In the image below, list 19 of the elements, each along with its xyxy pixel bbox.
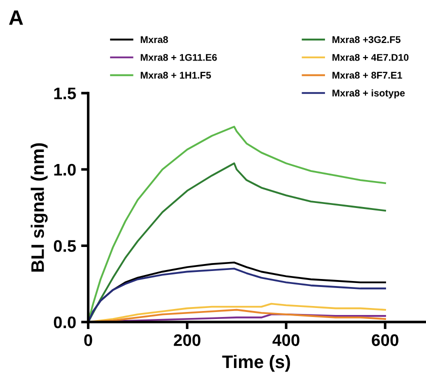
legend-label: Mxra8 + 4E7.D10 bbox=[332, 54, 408, 61]
x-axis-title: Time (s) bbox=[222, 354, 290, 372]
legend-label: Mxra8 + 1G11.E6 bbox=[140, 54, 217, 61]
legend-label: Mxra8 bbox=[140, 36, 168, 44]
legend-label: Mxra8 +3G2.F5 bbox=[332, 36, 400, 44]
y-tick-label: 1.5 bbox=[54, 88, 76, 100]
x-tick-label: 200 bbox=[174, 334, 200, 346]
y-tick-label: 1.0 bbox=[54, 164, 76, 176]
legend-label: Mxra8 + isotype bbox=[332, 89, 405, 98]
chart-title: A bbox=[9, 10, 24, 25]
legend-label: Mxra8 + 1H1.F5 bbox=[140, 72, 211, 79]
y-tick-label: 0.0 bbox=[54, 316, 76, 328]
y-axis-title: BLI signal (nm) bbox=[30, 143, 48, 272]
x-tick-label: 400 bbox=[272, 334, 300, 346]
x-tick-label: 0 bbox=[84, 334, 92, 346]
legend-label: Mxra8 + 8F7.E1 bbox=[332, 72, 402, 79]
line-series bbox=[88, 302, 386, 322]
x-tick-label: 600 bbox=[372, 334, 398, 346]
y-tick-label: 0.5 bbox=[54, 240, 76, 252]
